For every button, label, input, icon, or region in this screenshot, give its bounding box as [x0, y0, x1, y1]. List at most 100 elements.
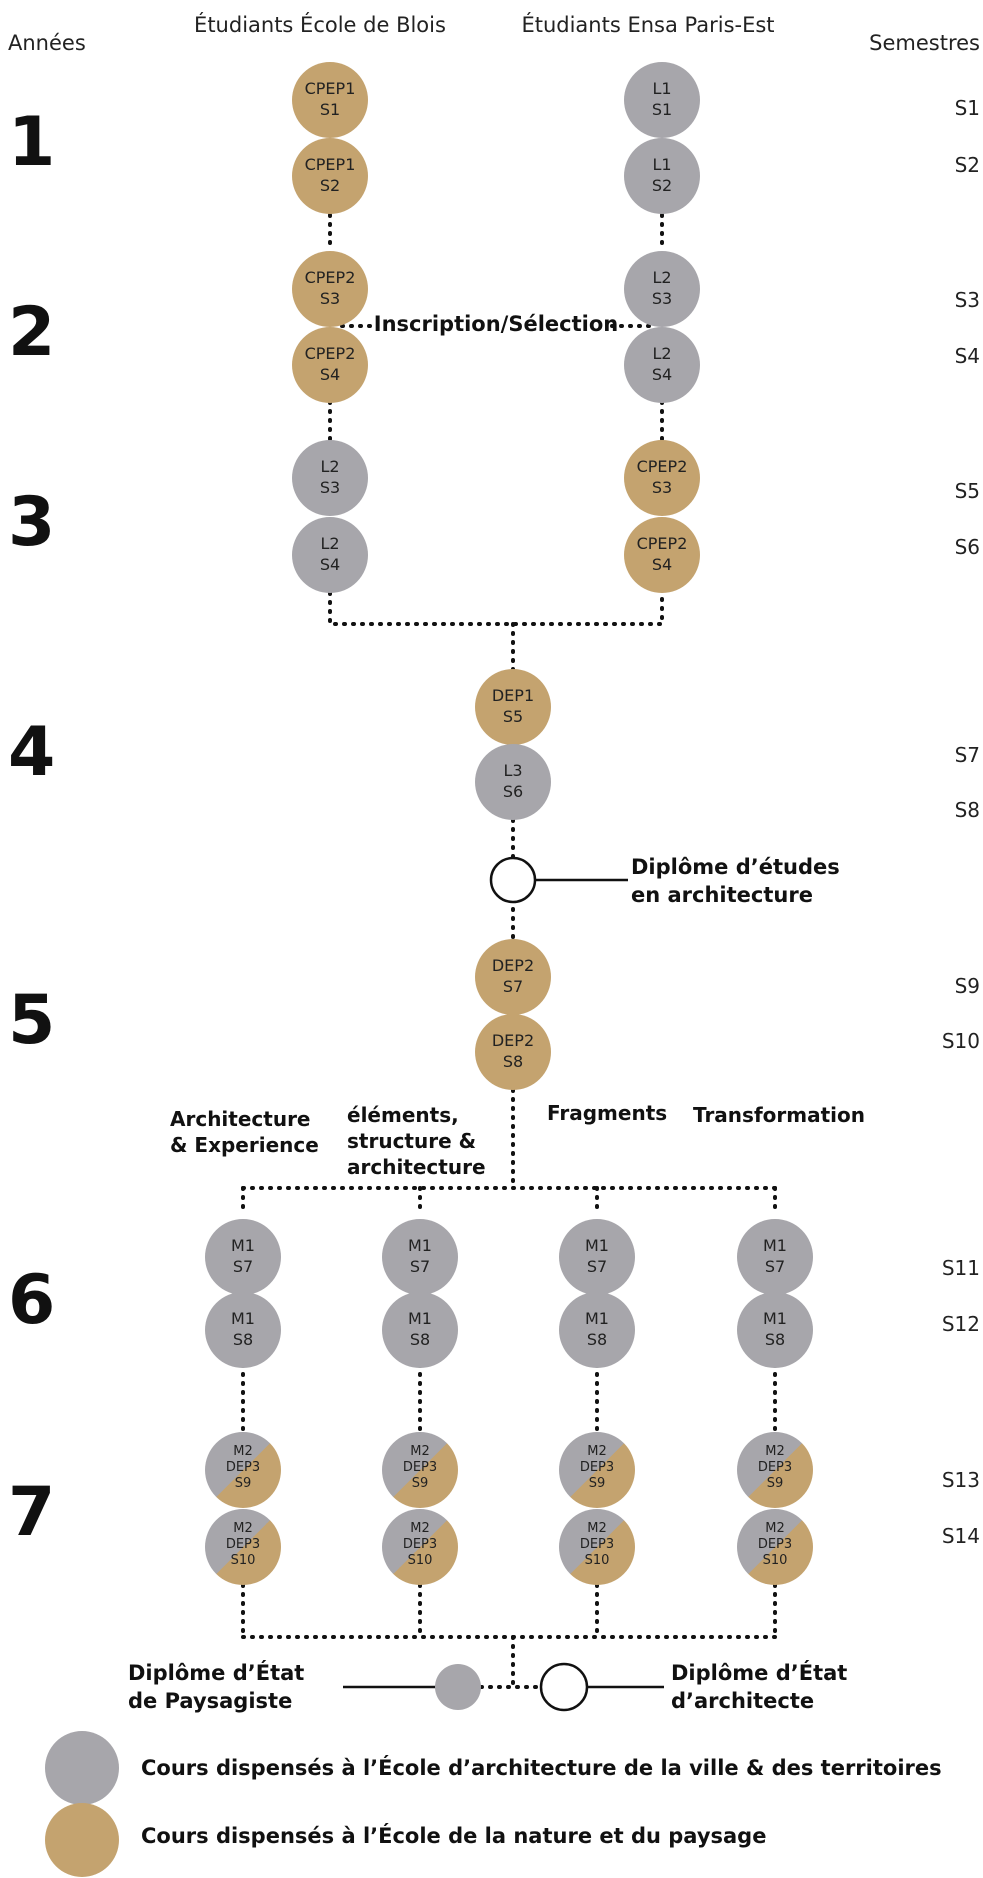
legend-swatch-grey: [45, 1731, 119, 1805]
course-node: DEP1 S5: [475, 669, 551, 745]
node-semester: S7: [503, 977, 523, 996]
inscription-selection-label: Inscription/Sélection: [374, 312, 618, 336]
node-course-code: CPEP2: [637, 457, 688, 476]
paysagiste-diploma-label-line2: de Paysagiste: [128, 1689, 292, 1713]
node-course-code: L3: [503, 761, 522, 780]
course-node: CPEP1 S2: [292, 138, 368, 214]
course-node: CPEP2 S4: [624, 517, 700, 593]
node-circle: [292, 440, 368, 516]
legend-label-gold: Cours dispensés à l’École de la nature e…: [141, 1823, 766, 1848]
node-course-code: L2: [320, 457, 339, 476]
node-circle: [382, 1509, 458, 1585]
course-node: L2 S4: [292, 517, 368, 593]
semester-label: S5: [955, 479, 980, 503]
node-circle: [624, 251, 700, 327]
node-course-code: L2: [320, 534, 339, 553]
year-number: 5: [8, 981, 55, 1060]
node-course-code: L2: [652, 344, 671, 363]
course-node: L3 S6: [475, 744, 551, 820]
node-circle: [624, 62, 700, 138]
node-circle: [292, 62, 368, 138]
course-node: CPEP2 S3: [292, 251, 368, 327]
node-course-code: M2: [233, 1444, 253, 1459]
course-node: L2 S4: [624, 327, 700, 403]
node-semester: S8: [503, 1052, 523, 1071]
node-semester: S4: [320, 365, 340, 384]
node-semester: S7: [765, 1257, 785, 1276]
node-course-code: DEP3: [758, 1460, 792, 1475]
node-semester: S1: [652, 100, 672, 119]
node-course-code: DEP3: [226, 1537, 260, 1552]
node-course-code: DEP3: [403, 1460, 437, 1475]
year-number: 3: [8, 483, 55, 562]
paysagiste-diploma-label-line1: Diplôme d’État: [128, 1660, 304, 1685]
header-semesters: Semestres: [869, 31, 980, 55]
node-course-code: L1: [652, 79, 671, 98]
node-semester: S10: [585, 1553, 610, 1568]
node-course-code: M2: [765, 1444, 785, 1459]
node-semester: S7: [233, 1257, 253, 1276]
node-circle: [559, 1292, 635, 1368]
node-semester: S10: [763, 1553, 788, 1568]
node-circle: [382, 1432, 458, 1508]
node-course-code: M2: [587, 1521, 607, 1536]
track-name-architecture-experience: Architecture: [170, 1107, 311, 1131]
track-name-elements-structure: éléments,: [347, 1103, 459, 1127]
node-course-code: CPEP1: [305, 155, 356, 174]
node-course-code: CPEP1: [305, 79, 356, 98]
architecte-diploma-label-line1: Diplôme d’État: [671, 1660, 847, 1685]
node-circle: [292, 517, 368, 593]
course-node: DEP2 S7: [475, 939, 551, 1015]
semester-label: S9: [955, 974, 980, 998]
node-circle: [475, 744, 551, 820]
node-circle: [559, 1509, 635, 1585]
course-node: L1 S2: [624, 138, 700, 214]
dotted-connectors: [241, 213, 777, 1689]
track-name-elements-structure: structure &: [347, 1129, 476, 1153]
node-circle: [292, 327, 368, 403]
course-node: L1 S1: [624, 62, 700, 138]
node-semester: S10: [408, 1553, 433, 1568]
semester-label: S11: [942, 1256, 980, 1280]
course-node: L2 S3: [292, 440, 368, 516]
node-circle: [475, 669, 551, 745]
node-semester: S9: [767, 1476, 784, 1491]
year-number: 4: [8, 713, 55, 792]
course-node: L2 S3: [624, 251, 700, 327]
semester-label: S14: [942, 1524, 980, 1548]
semester-label: S13: [942, 1468, 980, 1492]
node-course-code: DEP3: [226, 1460, 260, 1475]
semester-label: S7: [955, 743, 980, 767]
node-semester: S8: [587, 1330, 607, 1349]
semester-label: S1: [955, 96, 980, 120]
year-column: 1 2 3 4 5 6 7: [8, 103, 55, 1552]
header-years: Années: [8, 31, 86, 55]
node-semester: S7: [410, 1257, 430, 1276]
node-course-code: M1: [231, 1309, 255, 1328]
node-circle: [624, 440, 700, 516]
node-semester: S4: [652, 555, 672, 574]
node-course-code: M1: [408, 1236, 432, 1255]
track-name-elements-structure: architecture: [347, 1155, 486, 1179]
node-circle: [624, 327, 700, 403]
semester-label: S4: [955, 344, 980, 368]
node-course-code: M2: [410, 1444, 430, 1459]
node-semester: S3: [320, 478, 340, 497]
node-course-code: M2: [233, 1521, 253, 1536]
track-name-architecture-experience: & Experience: [170, 1133, 319, 1157]
semester-label: S3: [955, 288, 980, 312]
course-node: DEP2 S8: [475, 1014, 551, 1090]
node-course-code: DEP2: [492, 956, 534, 975]
dea-diploma-label-line1: Diplôme d’études: [631, 855, 840, 879]
node-course-code: M1: [763, 1236, 787, 1255]
node-semester: S3: [320, 289, 340, 308]
node-circle: [205, 1432, 281, 1508]
node-circle: [559, 1432, 635, 1508]
node-course-code: DEP3: [403, 1537, 437, 1552]
year-number: 2: [8, 293, 55, 372]
paris-track: L1 S1 L1 S2 L2 S3 L2 S4 CPEP2 S3 CPEP2 S…: [624, 62, 700, 593]
node-semester: S9: [412, 1476, 429, 1491]
dea-diploma-circle: [489, 856, 537, 904]
course-node: CPEP2 S3: [624, 440, 700, 516]
node-course-code: DEP3: [758, 1537, 792, 1552]
